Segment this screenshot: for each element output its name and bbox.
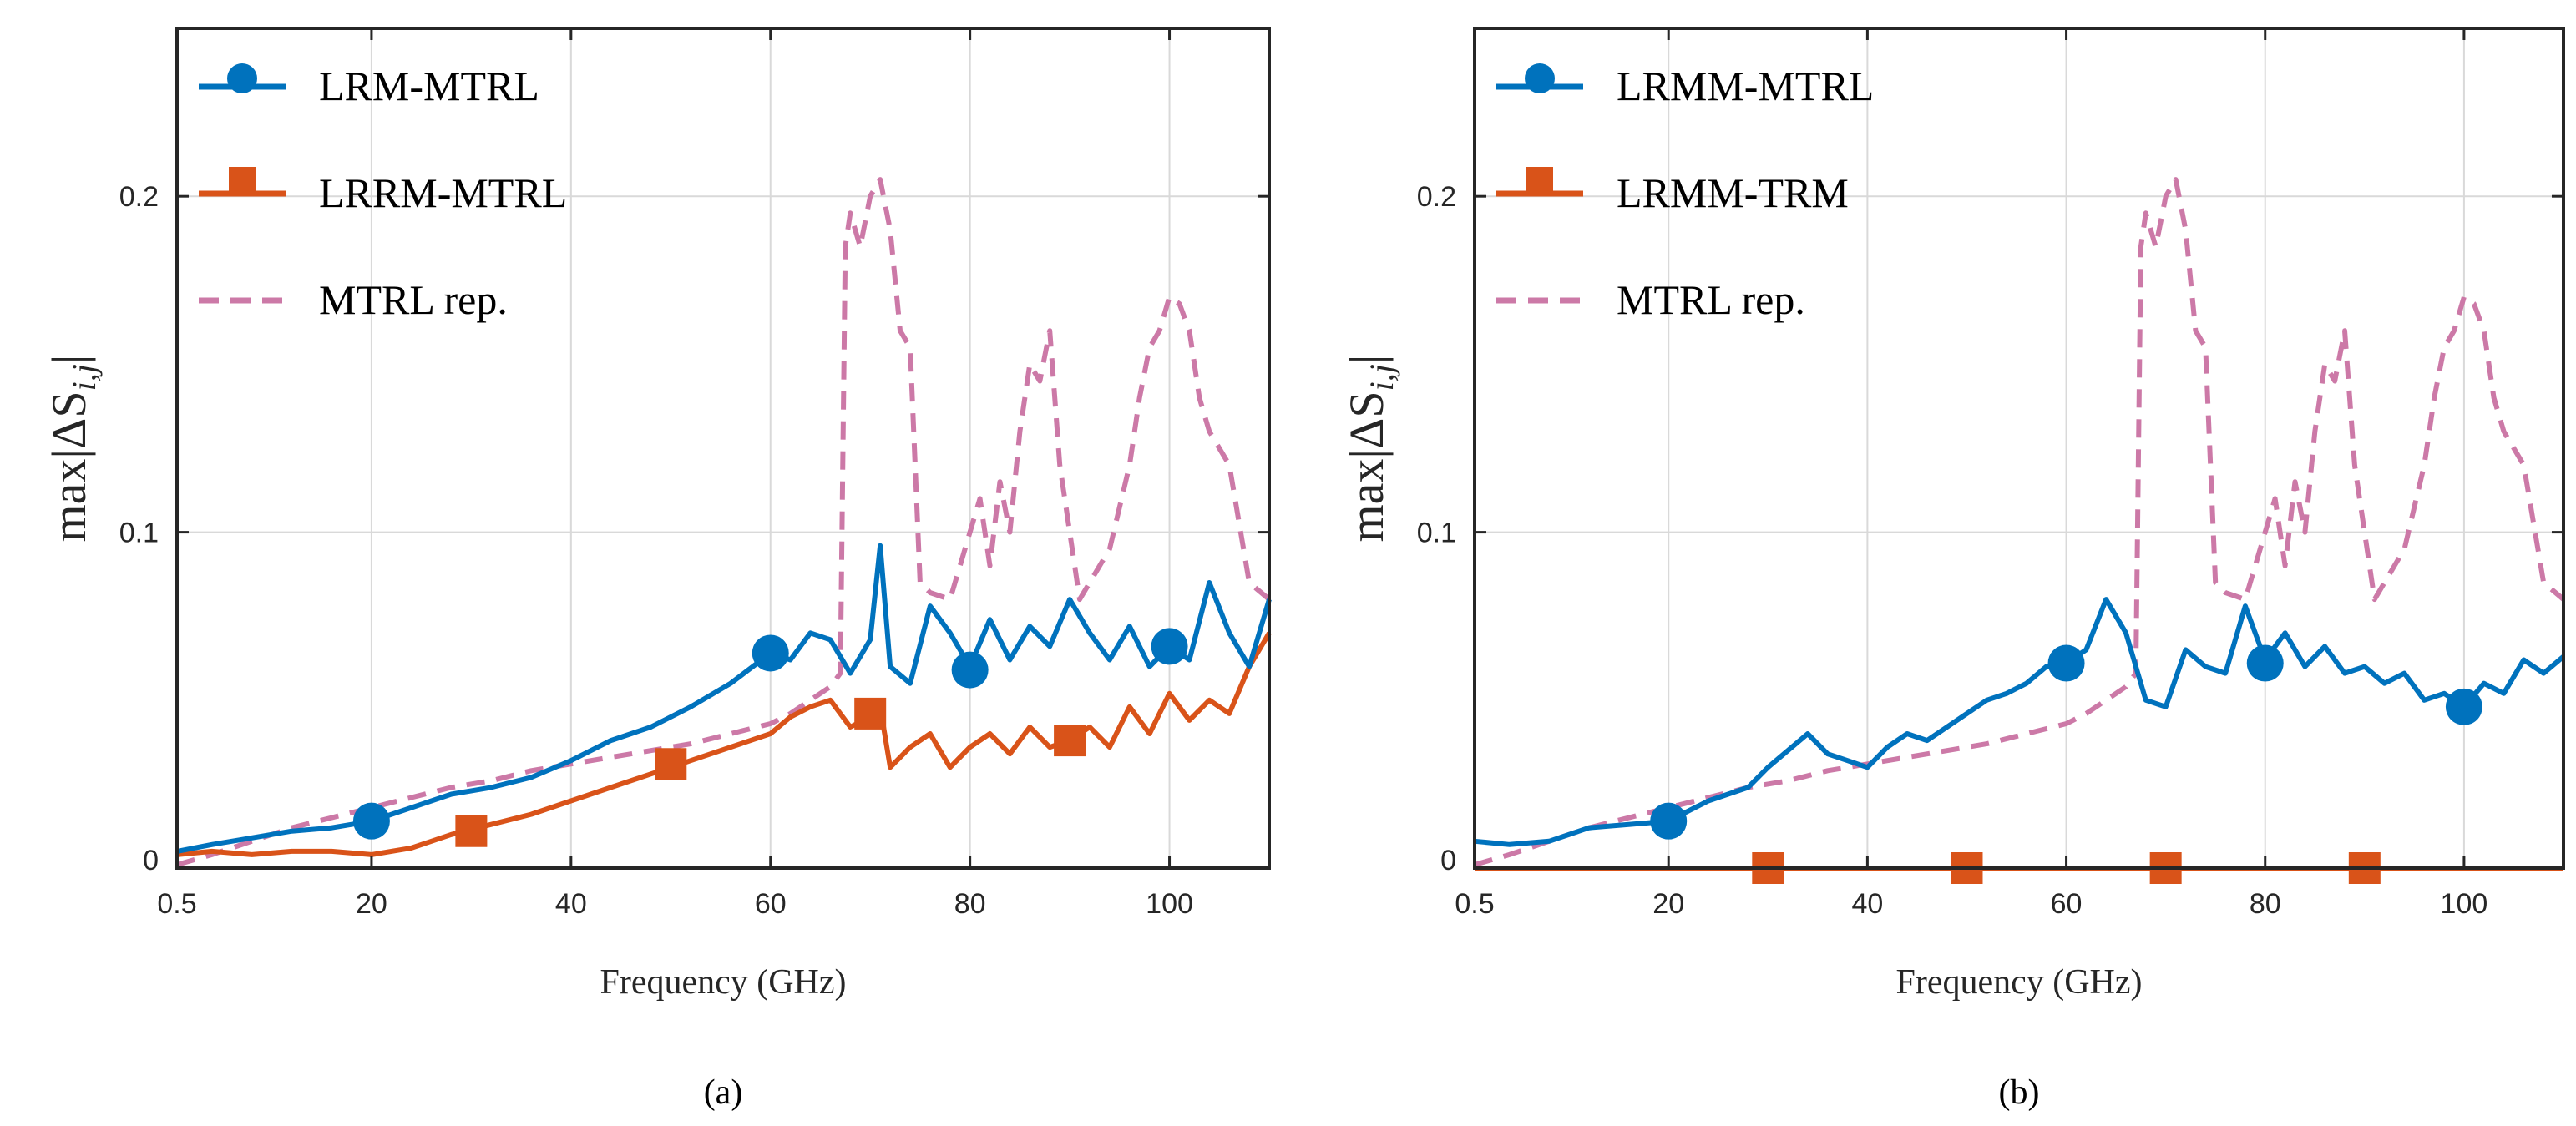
panel-a-xtick-label: 0.5 [157,888,196,920]
panel-b-legend-marker [1525,63,1555,93]
panel-a-marker-circle [352,802,390,840]
panel-b-xtick-label: 0.5 [1455,888,1494,920]
panel-b-series-lrmm-mtrl [1474,597,2565,847]
panel-b-y-axis-label-sub: i,j [1363,364,1400,391]
panel-a-series-lrm-mtrl [176,543,1272,854]
panel-a-x-axis-label: Frequency (GHz) [600,963,846,1002]
panel-b-legend-label: MTRL rep. [1617,276,1805,323]
panel-a-marker-square [1054,725,1086,757]
panel-a-xtick-label: 100 [1146,888,1193,920]
panel-a-y-axis-label-end: | [42,355,96,365]
panel-a-legend: LRM-MTRL LRRM-MTRL MTRL rep. [199,63,567,323]
panel-a-xtick-label: 20 [356,888,387,920]
panel-a-ytick-label: 0 [143,845,159,876]
panel-b-legend-label: LRMM-MTRL [1617,63,1874,109]
panel-a-y-axis-label-main: max|ΔS [42,391,96,542]
panel-a-frame-rect [175,27,1271,870]
panel-a: 0.5 20 40 60 80 100 0 0.1 0.2 Frequency (GHz) ma… [42,27,1272,1112]
panel-a-marker-circle [951,651,989,689]
panel-a-xtick-label: 40 [555,888,587,920]
panel-b-ytick-label: 0.2 [1417,181,1456,213]
panel-b-ticks: 0.5 20 40 60 80 100 0 0.1 0.2 [1417,28,2563,920]
panel-a-y-axis-label: max|ΔSi,j| [42,355,103,543]
panel-b-xtick-label: 80 [2250,888,2281,920]
panel-a-legend-label: LRRM-MTRL [319,169,567,216]
panel-b-marker-circle [1650,802,1688,840]
panel-a-plot-area [176,177,1272,867]
panel-b-frame-rect [1473,27,2565,870]
panel-b-marker-circle [2246,644,2284,682]
panel-a-legend-marker [227,63,257,93]
panel-b: 0.5 20 40 60 80 100 0 0.1 0.2 Frequency (GHz) ma… [1339,27,2565,1112]
panel-b-y-axis-label-main: max|ΔS [1339,391,1394,542]
panel-a-series-mtrl-rep [176,177,1271,867]
panel-b-axes-frame [1473,27,2565,870]
panel-b-y-axis-label-end: | [1339,355,1394,365]
panel-b-marker-circle [2047,644,2085,682]
panel-b-xtick-label: 20 [1652,888,1684,920]
panel-a-legend-label: MTRL rep. [319,276,508,323]
panel-a-ytick-label: 0.1 [119,518,159,549]
panel-a-marker-circle [1151,628,1188,665]
panel-a-marker-square [854,697,887,730]
panel-a-y-axis-label-sub: i,j [65,364,103,391]
panel-a-caption: (a) [704,1073,743,1112]
panel-b-y-axis-label: max|ΔSi,j| [1339,355,1400,543]
panel-b-ytick-label: 0.1 [1417,518,1456,549]
panel-a-xtick-label: 80 [954,888,986,920]
panel-b-legend-marker [1526,167,1553,194]
panel-a-grid [177,28,1269,868]
panel-b-xtick-label: 40 [1851,888,1883,920]
panel-b-marker-circle [2445,688,2482,725]
panel-a-legend-marker [229,167,256,194]
panel-a-marker-circle [752,634,789,672]
panel-b-series-mtrl-rep [1474,177,2565,867]
panel-b-x-axis-label: Frequency (GHz) [1895,963,2142,1002]
panel-a-marker-square [655,748,687,780]
panel-a-legend-label: LRM-MTRL [319,63,539,109]
panel-b-xtick-label: 60 [2051,888,2083,920]
panel-b-grid [1475,28,2563,868]
panel-a-ticks: 0.5 20 40 60 80 100 0 0.1 0.2 [119,28,1269,920]
panel-a-ytick-label: 0.2 [119,181,159,213]
panel-a-xtick-label: 60 [755,888,787,920]
panel-b-ytick-label: 0 [1440,845,1456,876]
panel-b-caption: (b) [1999,1073,2040,1112]
panel-a-axes-frame [175,27,1271,870]
panel-b-legend-label: LRMM-TRM [1617,169,1849,216]
panel-a-marker-square [455,815,488,847]
panel-b-xtick-label: 100 [2441,888,2488,920]
panel-b-legend: LRMM-MTRL LRMM-TRM MTRL rep. [1496,63,1874,323]
